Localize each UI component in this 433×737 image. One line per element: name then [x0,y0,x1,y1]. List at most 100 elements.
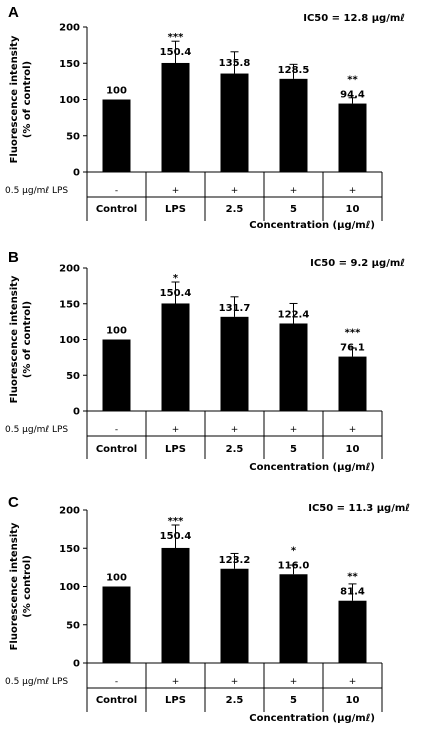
bar [338,356,367,411]
y-tick-label: 0 [73,168,80,179]
y-tick-label: 50 [66,131,80,142]
y-tick-label: 200 [59,506,80,517]
bar [279,323,308,411]
lps-indicator: + [172,425,180,435]
x-axis-title: Concentration (μg/mℓ) [249,462,375,473]
bar [279,574,308,663]
y-tick-label: 100 [59,582,80,593]
ic50-annotation: IC50 = 11.3 μg/mℓ [308,503,410,514]
y-axis-title-unit: (% of control) [22,301,33,378]
y-tick-label: 100 [59,95,80,106]
x-axis-title: Concentration (μg/mℓ) [249,220,375,231]
category-label: Control [96,444,137,455]
category-label: LPS [165,695,186,706]
data-label: 116.0 [278,560,310,571]
data-label: 122.4 [278,309,310,320]
lps-indicator: + [231,186,239,196]
y-tick-label: 200 [59,264,80,275]
lps-indicator: + [231,425,239,435]
panel-letter: B [8,249,19,266]
data-label: 100 [106,86,127,97]
lps-indicator: + [349,186,357,196]
lps-row-label: 0.5 μg/mℓ LPS [5,186,68,196]
category-label: 5 [290,204,297,215]
y-tick-label: 100 [59,335,80,346]
panel-letter: C [8,494,19,511]
bar [102,586,131,663]
y-tick-label: 200 [59,23,80,34]
bar [161,303,190,411]
data-label: 94.4 [340,90,365,101]
category-label: LPS [165,444,186,455]
lps-indicator: - [115,425,118,435]
bar [220,568,249,663]
y-tick-label: 0 [73,407,80,418]
data-label: 150.4 [160,288,192,299]
bar [338,103,367,172]
data-label: 100 [106,573,127,584]
ic50-annotation: IC50 = 9.2 μg/mℓ [310,258,405,269]
y-axis-title: Fluorescence intensity [9,35,20,163]
panel-letter: A [8,4,19,21]
data-label: 135.8 [219,58,251,69]
lps-indicator: - [115,677,118,687]
lps-indicator: + [172,677,180,687]
y-tick-label: 0 [73,659,80,670]
bar [338,600,367,663]
y-axis-title-unit: (% of control) [22,61,33,138]
category-label: 5 [290,444,297,455]
lps-indicator: + [290,425,298,435]
significance-mark: ** [347,572,358,583]
significance-mark: * [173,273,179,284]
data-label: 150.4 [160,47,192,58]
category-label: 10 [346,444,360,455]
category-label: LPS [165,204,186,215]
lps-row-label: 0.5 μg/mℓ LPS [5,425,68,435]
category-label: 10 [346,695,360,706]
y-tick-label: 50 [66,620,80,631]
data-label: 128.5 [278,65,310,76]
lps-indicator: - [115,186,118,196]
significance-mark: *** [168,516,184,527]
data-label: 100 [106,326,127,337]
significance-mark: *** [168,32,184,43]
bar [220,316,249,411]
bar [161,547,190,663]
ic50-annotation: IC50 = 12.8 μg/mℓ [303,13,405,24]
lps-indicator: + [349,425,357,435]
category-label: 5 [290,695,297,706]
bar [220,73,249,172]
lps-row-label: 0.5 μg/mℓ LPS [5,677,68,687]
y-axis-title: Fluorescence intensity [9,275,20,403]
lps-indicator: + [290,186,298,196]
data-label: 76.1 [340,343,365,354]
lps-indicator: + [349,677,357,687]
category-label: Control [96,695,137,706]
bar [161,62,190,172]
bar [102,339,131,411]
y-axis-title-unit: (% control) [22,555,33,618]
data-label: 123.2 [219,555,251,566]
category-label: Control [96,204,137,215]
y-tick-label: 150 [59,59,80,70]
bar [102,99,131,172]
category-label: 10 [346,204,360,215]
data-label: 81.4 [340,587,365,598]
y-axis-title: Fluorescence intensity [9,522,20,650]
data-label: 150.4 [160,531,192,542]
significance-mark: *** [345,328,361,339]
category-label: 2.5 [226,204,244,215]
category-label: 2.5 [226,695,244,706]
bar [279,78,308,172]
significance-mark: ** [347,75,358,86]
category-label: 2.5 [226,444,244,455]
y-tick-label: 150 [59,544,80,555]
significance-mark: * [291,545,297,556]
y-tick-label: 150 [59,299,80,310]
data-label: 131.7 [219,303,251,314]
y-tick-label: 50 [66,371,80,382]
lps-indicator: + [231,677,239,687]
lps-indicator: + [290,677,298,687]
x-axis-title: Concentration (μg/mℓ) [249,713,375,724]
